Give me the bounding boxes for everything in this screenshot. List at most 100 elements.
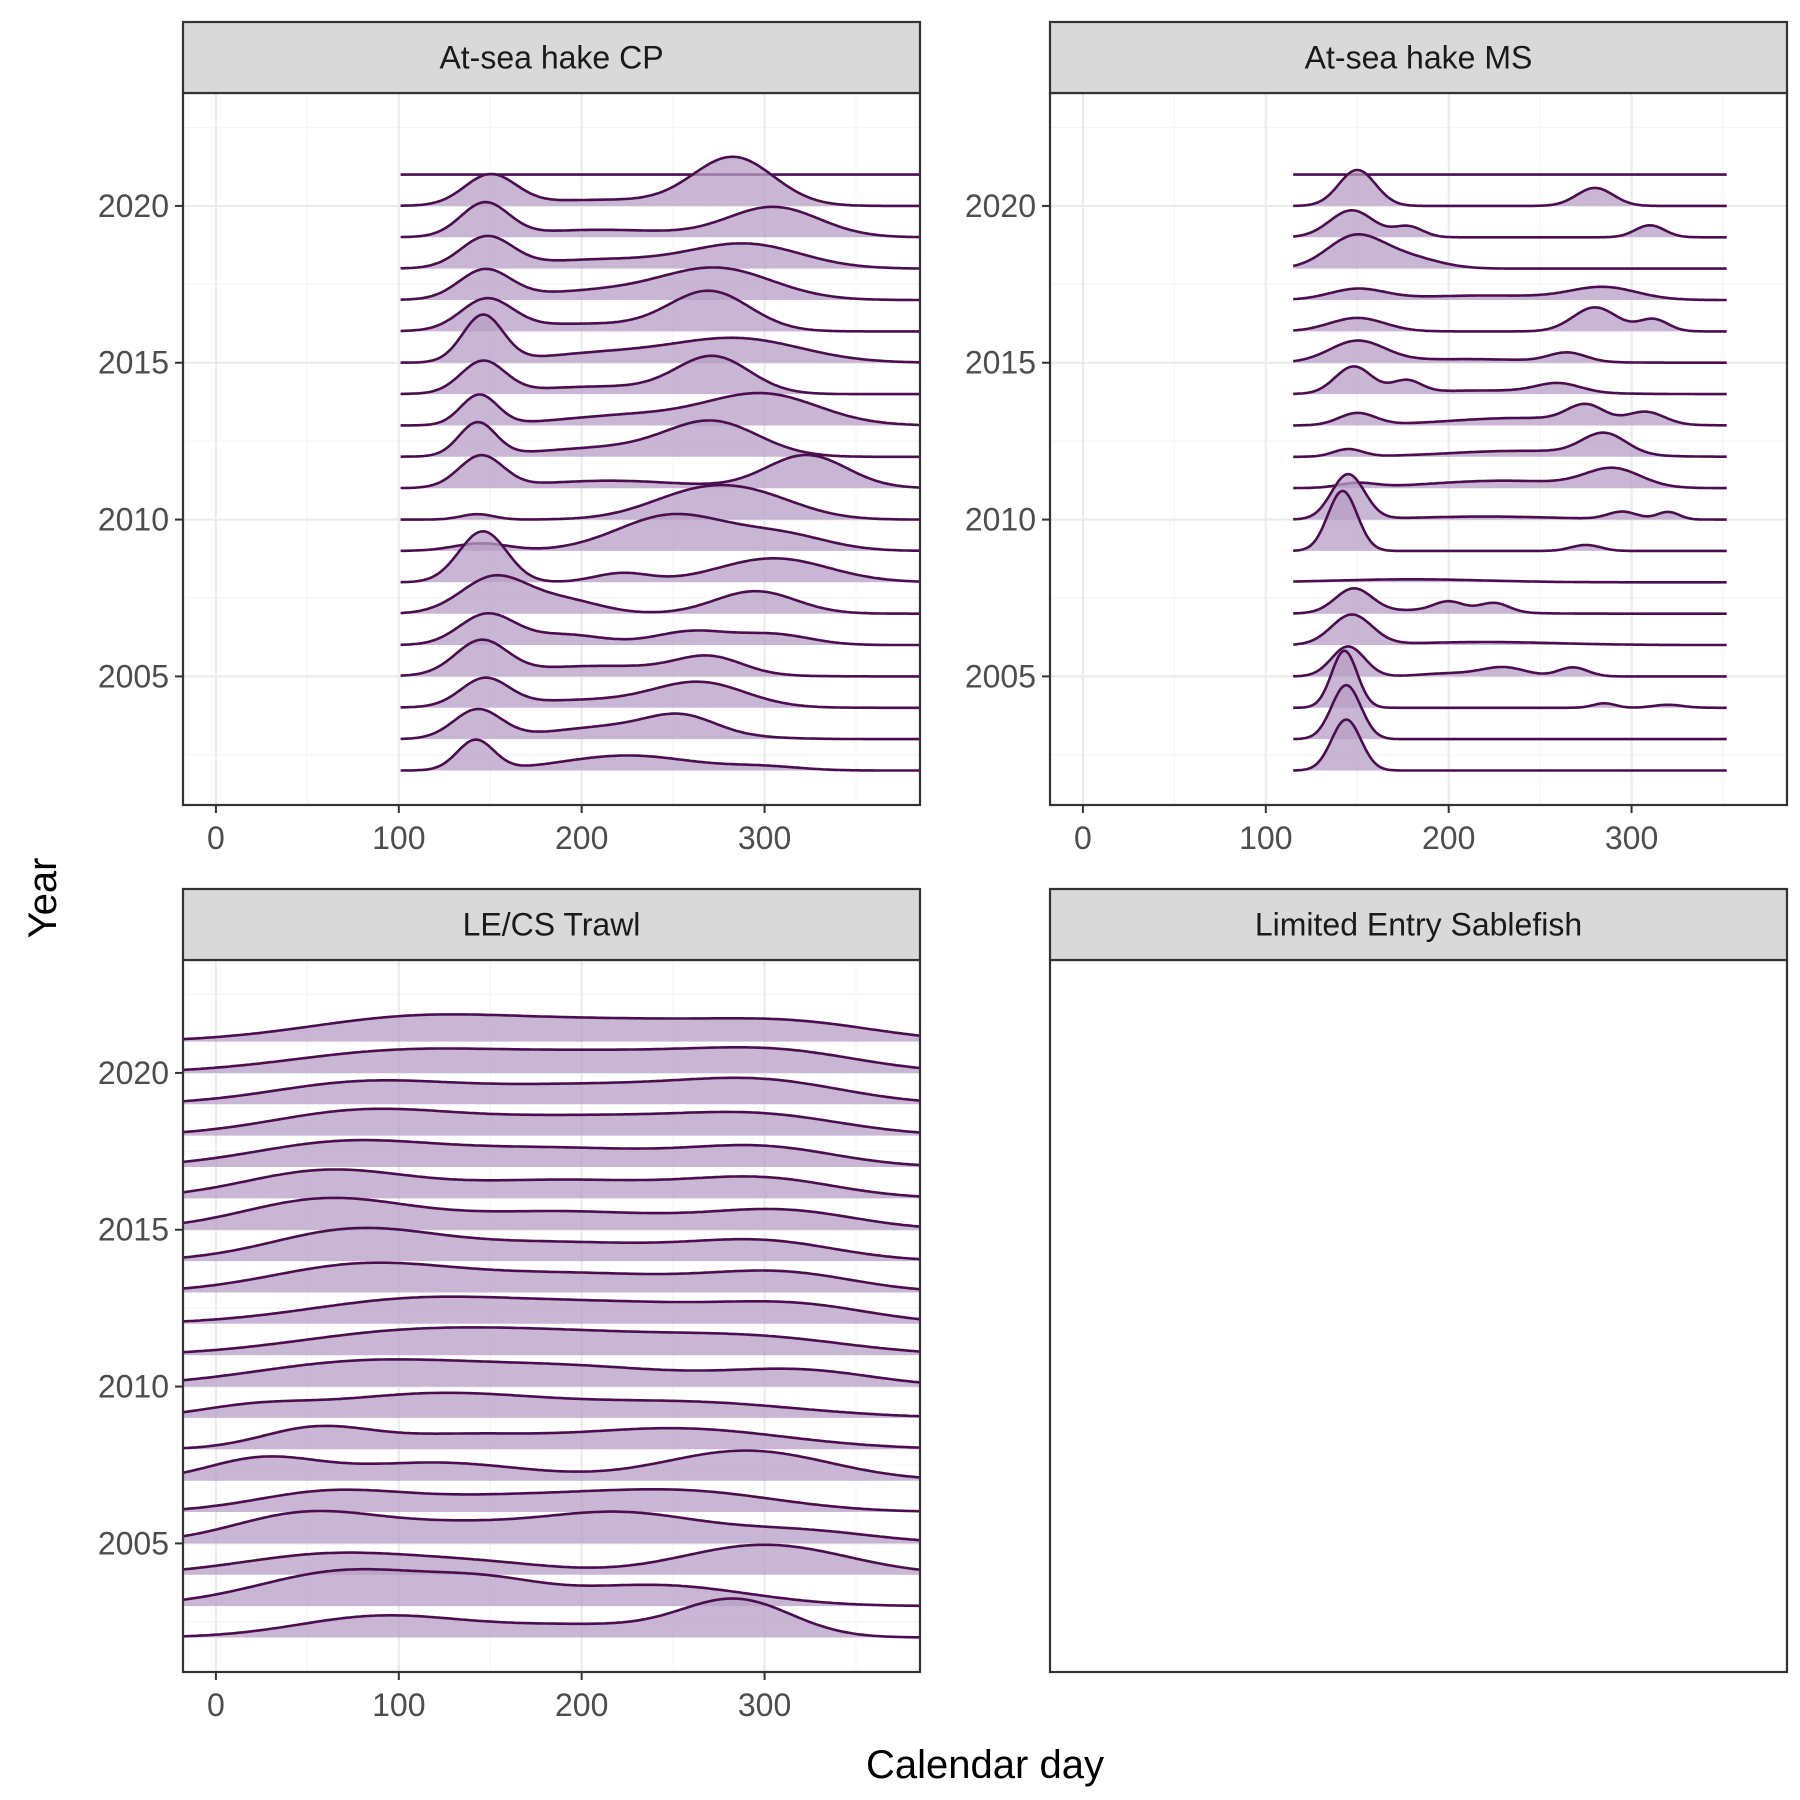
ridge-line-2005 [183, 1509, 920, 1542]
ridge-2006 [1293, 613, 1727, 647]
ridge-fill-2018 [400, 235, 920, 269]
ridge-line-2013 [183, 1261, 920, 1291]
y-axis-title: Year [21, 858, 65, 939]
ridge-line-2020 [1293, 168, 1727, 208]
ridge-line-2006 [400, 612, 920, 647]
x-axis-title: Calendar day [866, 1743, 1104, 1787]
ridge-line-2017 [400, 266, 920, 302]
ridge-line-2006 [183, 1488, 920, 1513]
ridge-2019 [1293, 209, 1727, 239]
ridge-line-2019 [1293, 209, 1727, 239]
ridge-2017 [400, 266, 920, 302]
panel-2-strip-title: At-sea hake MS [1305, 40, 1533, 76]
ridge-fill-2015 [183, 1197, 920, 1230]
panel-2-x-tick-label: 200 [1422, 820, 1475, 856]
ridge-2006 [400, 612, 920, 647]
ridge-2003 [400, 707, 920, 741]
ridge-2020 [183, 1046, 920, 1073]
ridge-2009 [1293, 489, 1727, 553]
ridge-fill-2012 [400, 420, 920, 457]
ridge-line-2010 [183, 1358, 920, 1384]
panel-2-x-tick-label: 0 [1074, 820, 1092, 856]
ridge-fill-2006 [400, 613, 920, 645]
ridge-2005 [183, 1509, 920, 1544]
ridge-line-2008 [400, 530, 920, 584]
panel-4-background [1050, 960, 1787, 1672]
ridge-2002 [1293, 718, 1727, 772]
ridge-2020 [400, 155, 920, 208]
ridge-2007 [183, 1449, 920, 1481]
panel-1-x-tick-label: 200 [555, 820, 608, 856]
ridge-2017 [183, 1138, 920, 1167]
ridge-2012 [400, 419, 920, 459]
ridge-2007 [400, 573, 920, 615]
ridge-line-2013 [400, 391, 920, 427]
ridge-2002 [400, 738, 920, 772]
ridge-fill-2020 [183, 1047, 920, 1073]
ridge-fill-2014 [183, 1227, 920, 1262]
panel-3-y-tick-label: 2005 [98, 1525, 169, 1561]
panel-3-x-tick-label: 300 [738, 1687, 791, 1723]
ridge-line-2011 [1293, 466, 1727, 490]
ridge-line-2007 [1293, 587, 1727, 615]
ridge-line-2016 [183, 1168, 920, 1198]
ridge-2004 [183, 1543, 920, 1575]
ridge-fill-2003 [183, 1569, 920, 1607]
panel-2-y-tick-label: 2005 [965, 658, 1036, 694]
ridge-line-2015 [183, 1196, 920, 1228]
ridge-fill-2013 [400, 393, 920, 426]
ridge-line-2016 [1293, 306, 1727, 333]
ridge-2019 [400, 200, 920, 239]
ridge-line-2008 [183, 1424, 920, 1450]
ridge-2013 [183, 1261, 920, 1293]
panel-1-y-tick-label: 2015 [98, 345, 169, 381]
ridge-2019 [183, 1076, 920, 1105]
ridge-line-2016 [400, 289, 920, 333]
ridge-line-2010 [1293, 472, 1727, 521]
ridge-2015 [1293, 339, 1727, 364]
ridge-2015 [183, 1196, 920, 1230]
ridge-line-2006 [1293, 613, 1727, 647]
ridge-fill-2013 [183, 1262, 920, 1293]
panel-3-x-tick-label: 100 [372, 1687, 425, 1723]
ridge-fill-2010 [400, 485, 920, 520]
panel-2-x-tick-label: 300 [1605, 820, 1658, 856]
panel-1-y-tick-label: 2010 [98, 502, 169, 538]
ridge-fill-2014 [400, 355, 920, 395]
panel-3-y-tick-label: 2015 [98, 1212, 169, 1248]
panel-2-y-tick-label: 2015 [965, 345, 1036, 381]
ridge-line-2004 [183, 1543, 920, 1571]
ridge-2011 [183, 1326, 920, 1356]
ridge-2014 [183, 1226, 920, 1262]
ridge-fill-2018 [183, 1108, 920, 1136]
ridge-fill-2004 [400, 677, 920, 708]
ridge-2007 [1293, 587, 1727, 615]
panel-4-strip [1048, 887, 1789, 962]
ridge-2013 [400, 391, 920, 427]
panel-1-x-tick-label: 0 [207, 820, 225, 856]
ridge-line-2009 [183, 1391, 920, 1418]
ridge-fill-2016 [1293, 307, 1727, 332]
ridge-fill-2007 [183, 1450, 920, 1481]
panel-4-strip-title: Limited Entry Sablefish [1255, 907, 1582, 943]
ridge-2013 [1293, 402, 1727, 427]
ridge-line-2002 [1293, 718, 1727, 772]
ridge-2010 [183, 1358, 920, 1387]
panel-2-y-tick-label: 2010 [965, 502, 1036, 538]
ridge-2020 [1293, 168, 1727, 208]
ridge-line-2002 [183, 1597, 920, 1639]
panel-1-strip-title: At-sea hake CP [439, 40, 663, 76]
panel-3-strip [181, 887, 922, 962]
ridge-fill-2018 [1293, 234, 1727, 269]
ridge-fill-2017 [1293, 286, 1727, 300]
ridge-line-2004 [1293, 649, 1727, 710]
ridge-2009 [183, 1391, 920, 1418]
ridge-line-2010 [400, 483, 920, 521]
ridge-2011 [400, 453, 920, 490]
ridge-line-2007 [183, 1449, 920, 1479]
ridge-line-2014 [183, 1226, 920, 1261]
ridge-2012 [1293, 431, 1727, 459]
ridge-fill-2019 [1293, 210, 1727, 238]
panel-2-x-tick-label: 100 [1239, 820, 1292, 856]
ridge-line-2015 [400, 313, 920, 364]
